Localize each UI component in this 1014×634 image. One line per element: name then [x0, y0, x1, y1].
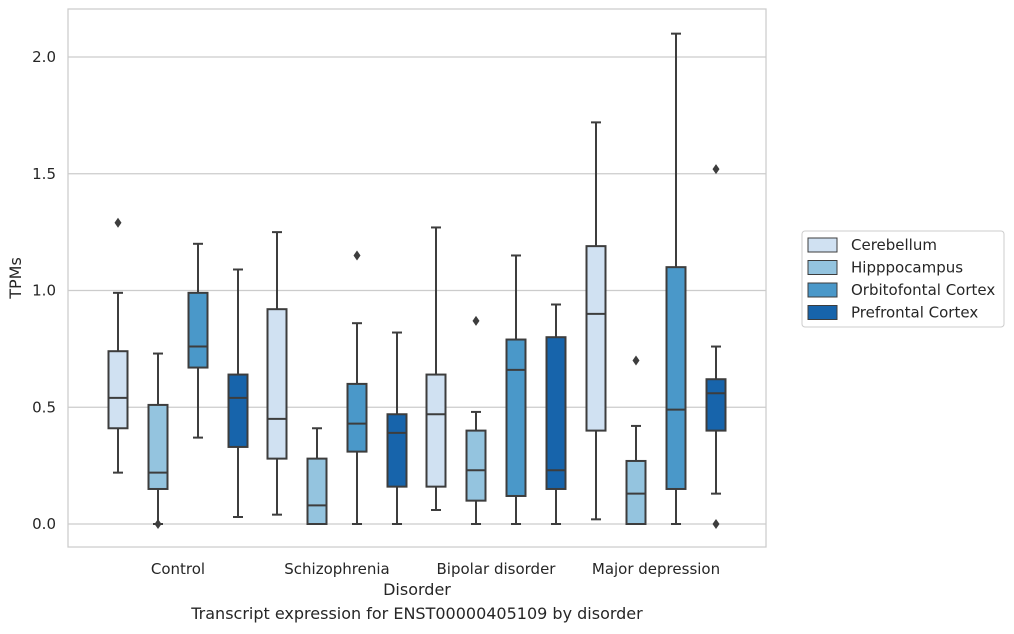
box-iqr [505, 338, 527, 497]
x-tick-label: Control [151, 560, 205, 578]
legend-label: Prefrontal Cortex [851, 304, 978, 322]
box-iqr [187, 291, 209, 369]
x-tick-label: Bipolar disorder [437, 560, 557, 578]
box [266, 231, 288, 516]
box [625, 355, 647, 525]
box-iqr [665, 266, 687, 490]
legend-label: Cerebellum [851, 236, 937, 254]
box-iqr [147, 403, 169, 490]
legend: Cerebellum Hipppocampus Orbitofontal Corte… [801, 230, 1005, 328]
legend-swatch [807, 305, 838, 320]
box-iqr [585, 245, 607, 432]
box [705, 164, 727, 529]
x-tick-labels: Control Schizophrenia Bipolar disorder Majo… [151, 560, 720, 578]
box [227, 268, 249, 518]
box-iqr [346, 382, 368, 453]
legend-label: Hipppocampus [851, 259, 963, 277]
box [107, 217, 129, 474]
box [425, 226, 447, 511]
x-tick-label: Major depression [592, 560, 720, 578]
legend-frame [801, 230, 1005, 328]
y-tick-label: 0.5 [32, 398, 56, 416]
box-iqr [227, 373, 249, 448]
box-iqr [705, 378, 727, 432]
legend-label: Orbitofontal Cortex [851, 281, 995, 299]
y-tick-label: 1.5 [32, 165, 56, 183]
series-hipppocampus [147, 315, 647, 529]
series-prefrontal-cortex [227, 164, 727, 529]
box [585, 121, 607, 521]
plot-area [67, 8, 767, 548]
box [187, 242, 209, 439]
y-tick-label: 2.0 [32, 48, 56, 66]
y-tick-label: 0.0 [32, 515, 56, 533]
outlier-point [632, 355, 640, 366]
box-iqr [545, 336, 567, 490]
y-gridlines [68, 56, 766, 525]
outlier-point [472, 315, 480, 326]
outlier-point [712, 519, 720, 529]
box [147, 352, 169, 529]
series-cerebellum [107, 121, 607, 521]
box [505, 254, 527, 525]
box-iqr [266, 308, 288, 460]
box-iqr [306, 457, 328, 525]
box-iqr [386, 413, 408, 488]
outlier-point [353, 250, 361, 261]
box [465, 315, 487, 525]
legend-swatch [807, 282, 838, 298]
box [545, 303, 567, 525]
legend-swatch [807, 237, 838, 253]
chart-caption: Transcript expression for ENST0000040510… [191, 604, 643, 623]
box [306, 427, 328, 525]
box [665, 32, 687, 525]
box [346, 250, 368, 525]
legend-swatch [807, 260, 838, 275]
x-tick-label: Schizophrenia [284, 560, 389, 578]
x-axis-label: Disorder [383, 580, 451, 599]
outlier-point [712, 164, 720, 175]
box-iqr [625, 459, 647, 525]
y-axis-label: TPMs [6, 257, 25, 300]
box [386, 331, 408, 525]
y-tick-labels: 0.0 0.5 1.0 1.5 2.0 [32, 48, 56, 533]
outlier-point [114, 217, 122, 228]
box-iqr [425, 373, 447, 488]
y-tick-label: 1.0 [32, 282, 56, 300]
box-iqr [465, 429, 487, 502]
outlier-point [154, 519, 162, 529]
series-orbitofontal-cortex [187, 32, 687, 525]
box-iqr [107, 350, 129, 430]
box-series-layer [107, 32, 727, 529]
